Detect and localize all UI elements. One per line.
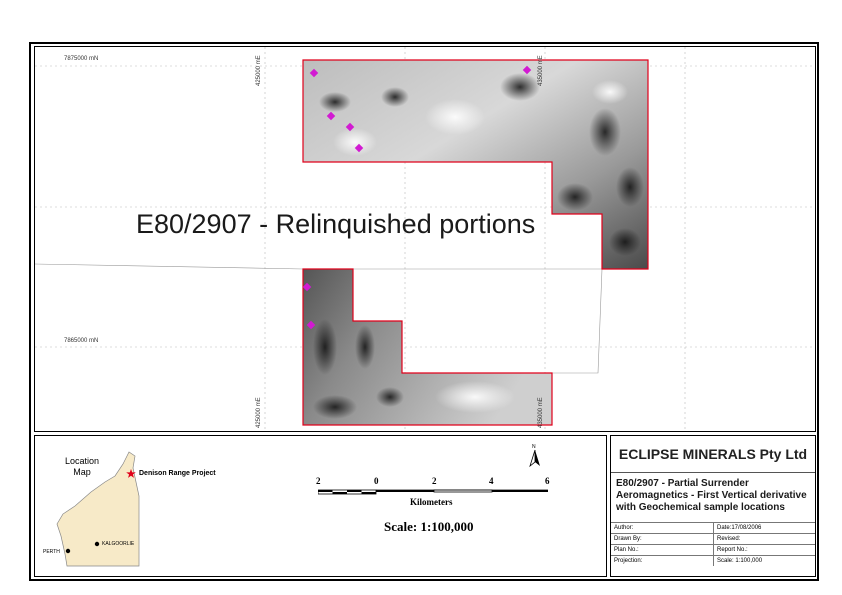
north-label: N (532, 444, 536, 450)
north-arrow-icon (529, 449, 540, 468)
project-star-icon (126, 469, 136, 478)
sample-marker (309, 68, 319, 78)
sample-marker (302, 282, 312, 292)
revised-label: Revised: (713, 533, 815, 545)
table-row: Author: Date:17/08/2006 (611, 522, 815, 534)
perth-dot (65, 548, 71, 554)
company-name: ECLIPSE MINERALS Pty Ltd (611, 436, 815, 473)
drawn-by-label: Drawn By: (611, 533, 714, 545)
scale-tick-6: 6 (545, 476, 550, 486)
location-map-label: Location Map (57, 456, 107, 478)
kalgoorlie-dot (94, 541, 100, 547)
boundary-top (302, 59, 649, 270)
report-no-label: Report No.: (713, 544, 815, 556)
town-perth: PERTH (43, 549, 60, 555)
map-frame (29, 42, 819, 581)
map-canvas (35, 47, 815, 431)
scale-units: Kilometers (410, 497, 453, 507)
table-row: Projection: Scale: 1:100,000 (611, 555, 815, 566)
easting-label-bottom-left: 425000 mE (256, 397, 262, 428)
projection-label: Projection: (611, 555, 714, 566)
scale-tick-2-left: 2 (316, 476, 321, 486)
location-label-line1: Location (64, 456, 100, 466)
scale-tick-4: 4 (489, 476, 494, 486)
sample-marker (354, 143, 364, 153)
scale-tick-0: 0 (374, 476, 379, 486)
easting-label-bottom-right: 435000 mE (538, 397, 544, 428)
date-value: Date:17/08/2006 (713, 522, 815, 534)
subtitle-line1: E80/2907 - Partial Surrender (616, 478, 749, 489)
easting-label-top-left: 425000 mE (256, 55, 262, 86)
location-label-line2: Map (73, 467, 91, 477)
sample-marker (326, 111, 336, 121)
easting-label-top-right: 435000 mE (538, 55, 544, 86)
sample-marker (345, 122, 355, 132)
scale-text: Scale: 1:100,000 (384, 519, 474, 534)
subtitle-line3: with Geochemical sample locations (616, 502, 785, 513)
plan-no-label: Plan No.: (611, 544, 714, 556)
wa-outline (56, 451, 140, 567)
scale-value: Scale: 1:100,000 (713, 555, 815, 566)
table-row: Drawn By: Revised: (611, 533, 815, 545)
project-label: Denison Range Project (139, 470, 216, 477)
map-subtitle: E80/2907 - Partial Surrender Aeromagneti… (616, 478, 814, 514)
table-row: Plan No.: Report No.: (611, 544, 815, 556)
aeromag-bottom (303, 269, 552, 425)
legend-panel: Location Map PERTH KALGOORLIE Denison Ra… (34, 435, 607, 577)
map-title: E80/2907 - Relinquished portions (136, 209, 536, 239)
northing-label-bottom: 7865000 mN (64, 338, 99, 344)
scale-bar (318, 489, 548, 495)
metadata-table: Author: Date:17/08/2006 Drawn By: Revise… (611, 522, 815, 566)
subtitle-line2: Aeromagnetics - First Vertical derivativ… (616, 490, 807, 501)
scale-tick-2: 2 (432, 476, 437, 486)
northing-label-top: 7875000 mN (64, 56, 99, 62)
town-kalgoorlie: KALGOORLIE (102, 541, 135, 547)
map-area (34, 46, 816, 432)
boundary-bottom (302, 268, 553, 426)
title-block: ECLIPSE MINERALS Pty Ltd E80/2907 - Part… (610, 435, 816, 577)
author-label: Author: (611, 522, 714, 534)
sample-marker (306, 320, 316, 330)
